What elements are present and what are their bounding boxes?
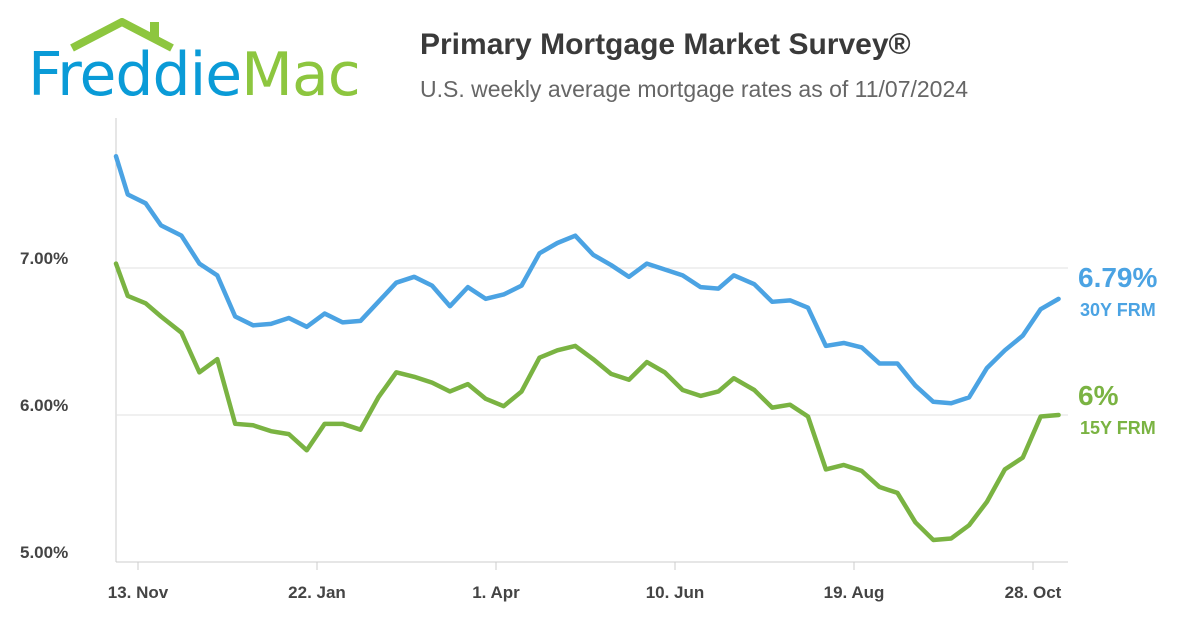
- y-tick-label: 5.00%: [20, 543, 68, 562]
- series-line-30y-frm: [113, 154, 1061, 406]
- x-tick-label: 28. Oct: [1005, 583, 1062, 602]
- series-name-label: 30Y FRM: [1080, 300, 1156, 320]
- freddie-mac-logo: FreddieMac: [28, 18, 388, 110]
- logo-text-mac: Mac: [241, 40, 361, 110]
- series-name-label: 15Y FRM: [1080, 418, 1156, 438]
- x-tick-label: 1. Apr: [472, 583, 520, 602]
- series-end-value: 6%: [1078, 380, 1119, 411]
- x-tick-label: 19. Aug: [824, 583, 885, 602]
- logo-text-freddie: Freddie: [28, 40, 242, 110]
- series-end-value: 6.79%: [1078, 262, 1157, 293]
- series-line-15y-frm: [113, 261, 1061, 543]
- x-tick-label: 22. Jan: [288, 583, 346, 602]
- house-roof-icon: [70, 18, 174, 52]
- x-tick-label: 10. Jun: [646, 583, 705, 602]
- y-tick-label: 6.00%: [20, 396, 68, 415]
- chart-subtitle: U.S. weekly average mortgage rates as of…: [420, 76, 969, 102]
- y-tick-label: 7.00%: [20, 249, 68, 268]
- x-tick-label: 13. Nov: [108, 583, 169, 602]
- chart-title: Primary Mortgage Market Survey®: [420, 28, 911, 61]
